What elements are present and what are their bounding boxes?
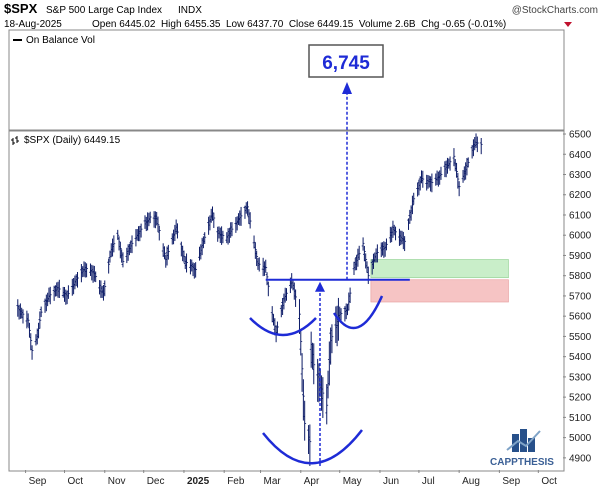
- y-tick-label: 4900: [569, 453, 592, 464]
- x-tick-label: Dec: [147, 476, 165, 487]
- exchange: INDX: [178, 5, 202, 16]
- quote-line: Open 6445.02 High 6455.35 Low 6437.70 Cl…: [92, 19, 506, 30]
- y-tick-label: 5700: [569, 291, 592, 302]
- head-arc: [262, 429, 363, 465]
- price-legend: $SPX (Daily) 6449.15: [24, 135, 121, 146]
- y-tick-label: 6300: [569, 170, 592, 181]
- obv-panel: [8, 29, 565, 131]
- capp-logo: CAPPTHESIS: [490, 429, 554, 468]
- y-tick-label: 6000: [569, 231, 592, 242]
- x-tick-label: Jun: [383, 476, 399, 487]
- x-tick-label: Jul: [422, 476, 435, 487]
- y-tick-label: 5200: [569, 393, 592, 404]
- y-tick-label: 6400: [569, 150, 592, 161]
- y-tick-label: 5800: [569, 271, 592, 282]
- down-arrow-icon: [564, 22, 572, 27]
- x-tick-label: Feb: [227, 476, 245, 487]
- up-arrow-icon: [315, 281, 325, 292]
- target-box: [308, 44, 384, 78]
- y-tick-label: 5000: [569, 433, 592, 444]
- axis-layer: 4900 5000 5100 5200 5300 5400 5500 5600 5700 5800…: [29, 130, 592, 487]
- logo-bar-2: [520, 429, 527, 452]
- pattern-layer: [249, 82, 410, 466]
- date: 18-Aug-2025: [4, 19, 62, 30]
- y-tick-label: 5600: [569, 312, 592, 323]
- logo-text: CAPPTHESIS: [490, 457, 554, 468]
- x-tick-label: May: [343, 476, 362, 487]
- x-tick-label: Nov: [108, 476, 126, 487]
- x-tick-label: Oct: [68, 476, 84, 487]
- zone-upper: [370, 259, 509, 279]
- y-tick-label: 5900: [569, 251, 592, 262]
- x-tick-label: Mar: [264, 476, 282, 487]
- obv-legend: On Balance Vol: [26, 35, 95, 46]
- target-arrow-icon: [342, 82, 352, 94]
- x-tick-label: Sep: [502, 476, 520, 487]
- logo-bar-3: [528, 438, 535, 452]
- grid-layer: [25, 133, 566, 473]
- left-shoulder-arc: [249, 317, 317, 337]
- y-tick-label: 6500: [569, 130, 592, 141]
- y-tick-label: 6100: [569, 210, 592, 221]
- ohlc-icon: [11, 136, 19, 145]
- y-tick-label: 5500: [569, 332, 592, 343]
- y-tick-label: 5300: [569, 372, 592, 383]
- symbol: $SPX: [4, 1, 38, 16]
- y-tick-label: 5100: [569, 413, 592, 424]
- x-tick-label: 2025: [187, 476, 210, 487]
- x-tick-label: Sep: [29, 476, 47, 487]
- logo-trend-icon: [506, 430, 541, 451]
- copyright: @StockCharts.com: [512, 5, 598, 16]
- price-bars: [16, 133, 483, 466]
- target-label: 6,745: [322, 53, 370, 74]
- index-name: S&P 500 Large Cap Index: [46, 5, 162, 16]
- zone-lower: [370, 279, 509, 303]
- y-tick-label: 5400: [569, 352, 592, 363]
- x-tick-label: Oct: [541, 476, 557, 487]
- x-tick-label: Aug: [462, 476, 480, 487]
- x-tick-label: Apr: [304, 476, 320, 487]
- zones-layer: [370, 259, 509, 303]
- y-tick-label: 6200: [569, 190, 592, 201]
- right-shoulder-arc: [332, 295, 384, 330]
